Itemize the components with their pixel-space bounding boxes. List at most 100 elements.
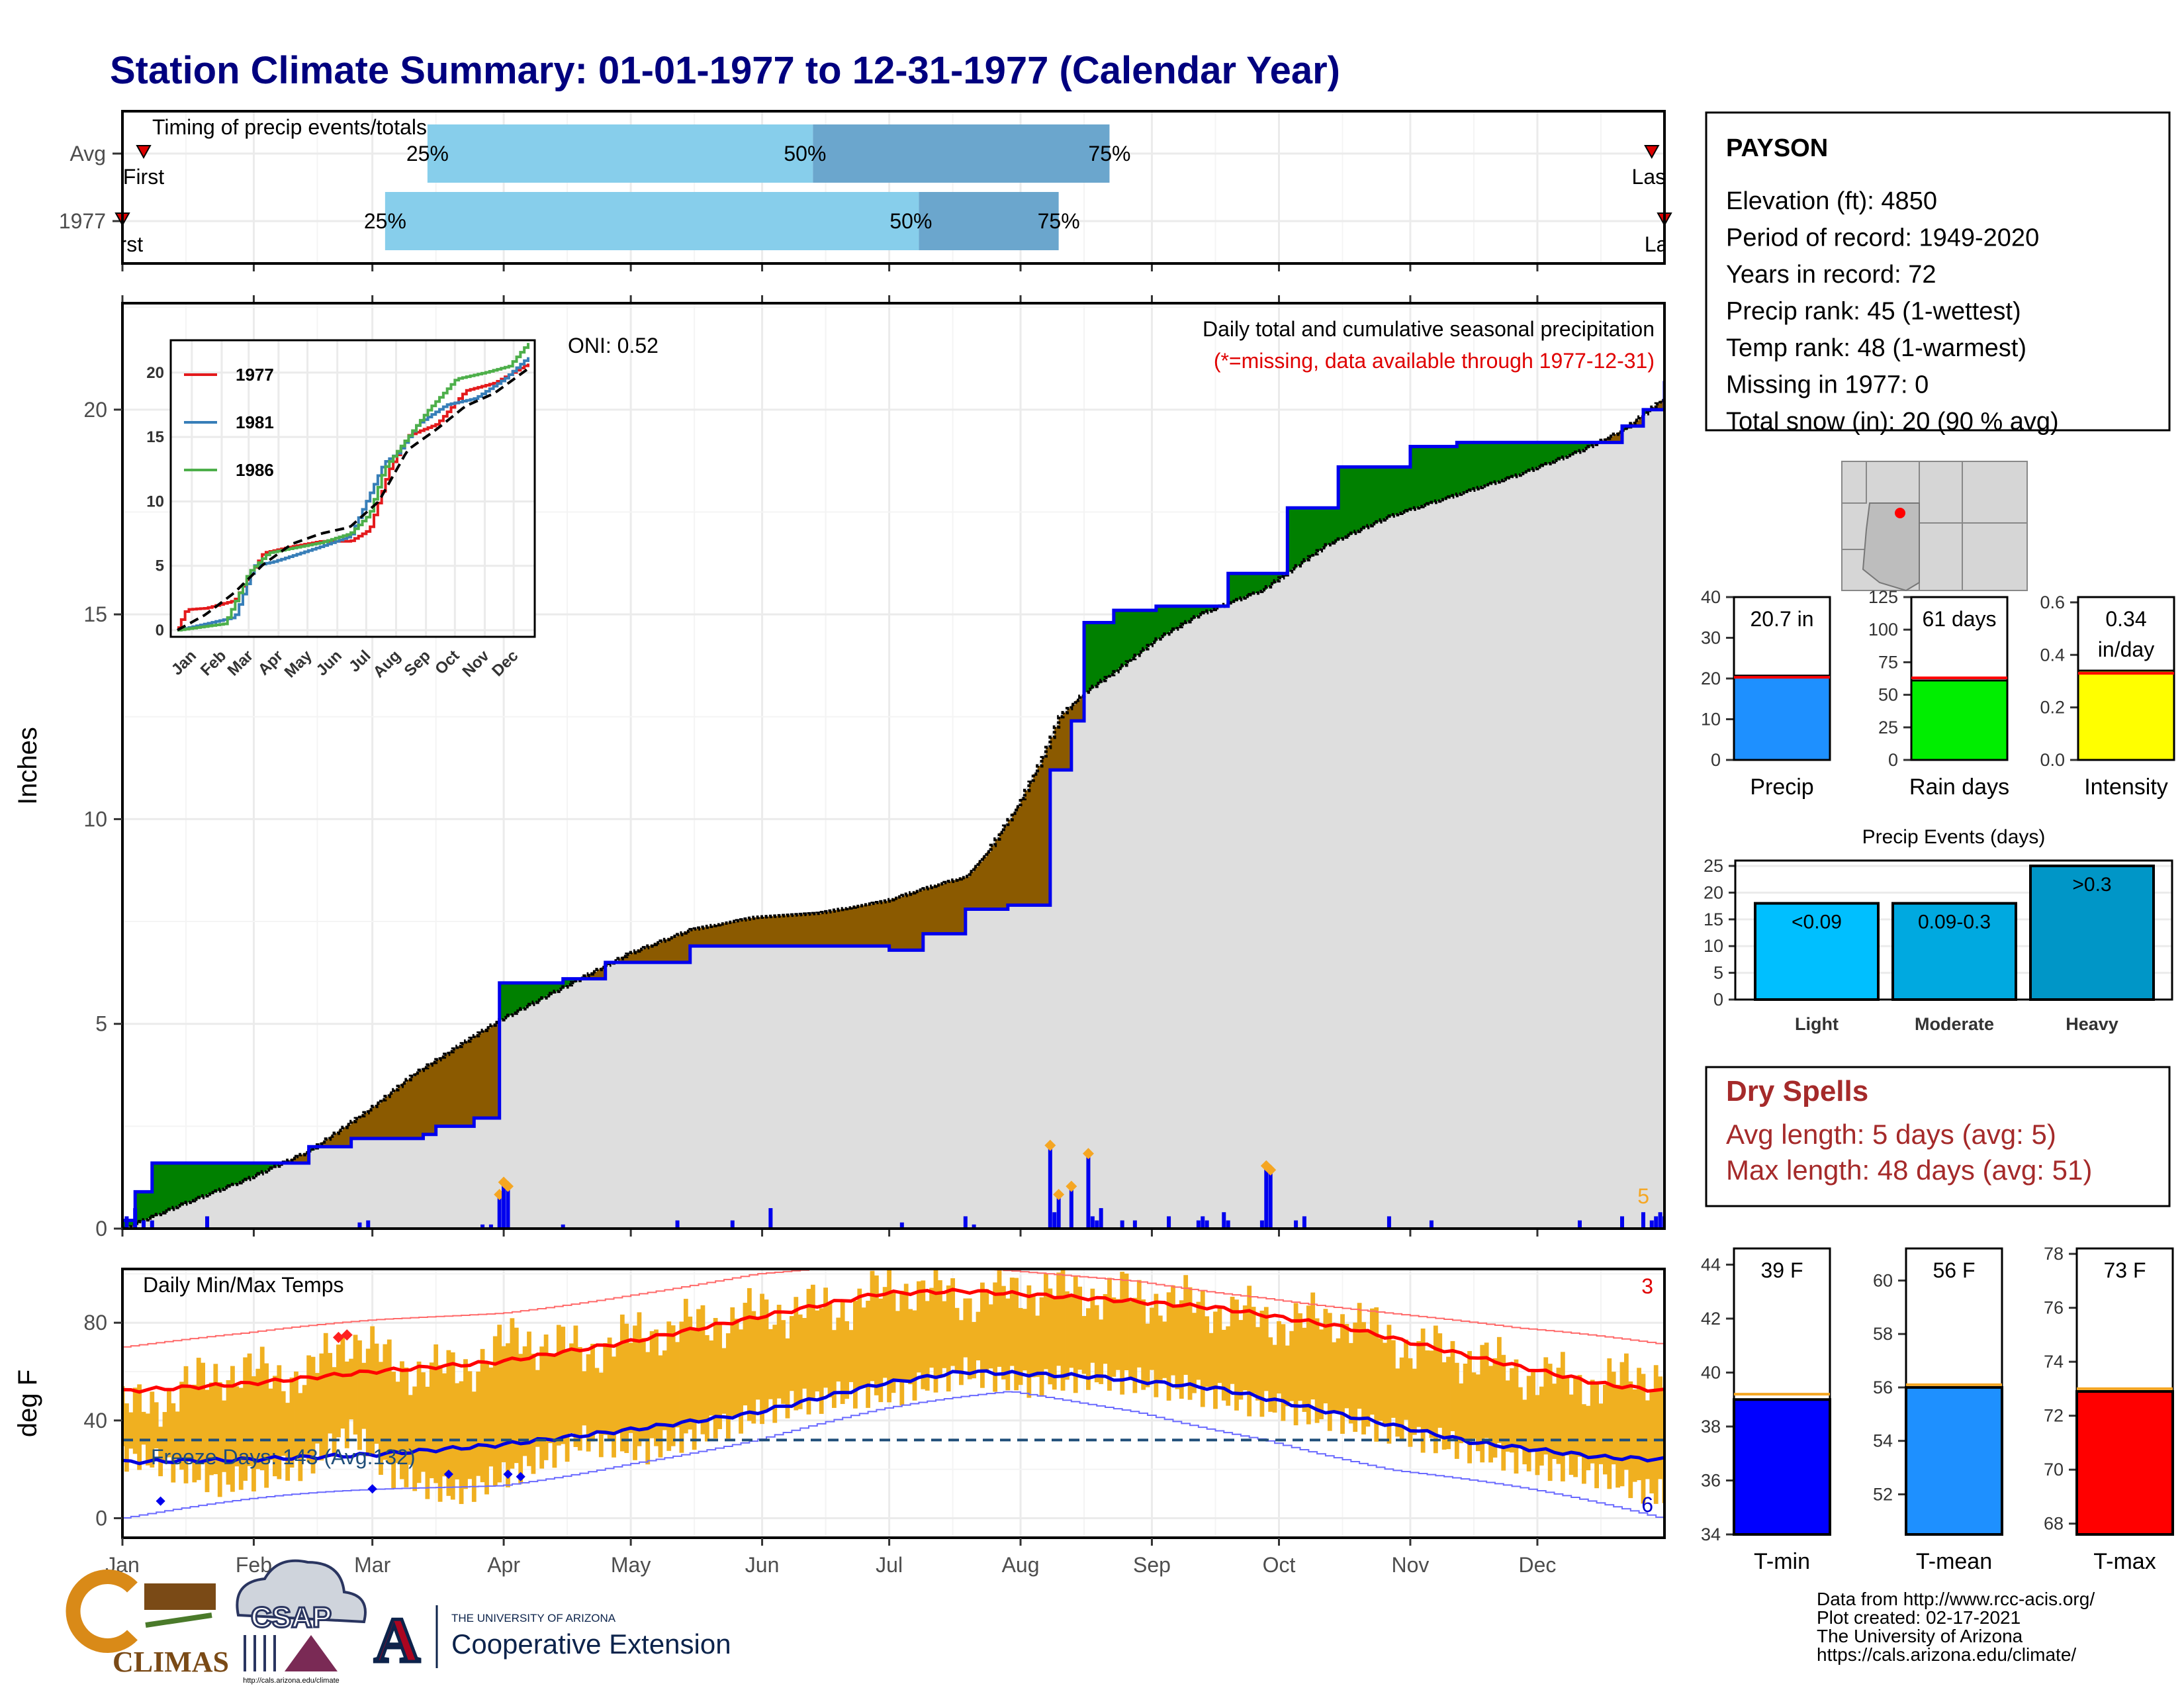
daily-temp-bar (124, 1403, 129, 1472)
daily-temp-bar (891, 1292, 896, 1393)
daily-precip-bar (1259, 1220, 1264, 1229)
precip-ytick-label: 0 (95, 1217, 107, 1241)
daily-temp-bar (1217, 1305, 1222, 1383)
daily-temp-bar (137, 1384, 142, 1470)
daily-temp-bar (1441, 1362, 1447, 1450)
temp-corner-bottom: 6 (1641, 1493, 1653, 1517)
daily-temp-bar (1281, 1324, 1286, 1421)
daily-temp-bar (1175, 1307, 1180, 1389)
daily-temp-bar (1577, 1375, 1582, 1457)
temp-summary-bar-T-mean (1905, 1385, 2003, 1536)
events-bar-label: <0.09 (1792, 912, 1842, 933)
daily-temp-bar (328, 1352, 333, 1434)
daily-temp-bar (344, 1361, 349, 1448)
temp-summary-ytick-label: 74 (2044, 1352, 2064, 1372)
precip-ytick-label: 10 (83, 807, 107, 831)
daily-temp-bar (899, 1290, 905, 1406)
temp-summary-ytick-label: 56 (1873, 1378, 1893, 1397)
daily-temp-bar (1179, 1300, 1184, 1399)
summary-bar-Precip (1733, 675, 1831, 761)
daily-precip-bar (1167, 1216, 1171, 1229)
summary-ytick-label: 100 (1868, 620, 1898, 639)
daily-temp-bar (1259, 1310, 1265, 1417)
daily-temp-bar (442, 1373, 447, 1477)
daily-temp-bar (988, 1304, 993, 1369)
daily-temp-bar (379, 1362, 383, 1475)
daily-temp-bar (1547, 1364, 1553, 1481)
station-info-line: Total snow (in): 20 (90 % avg) (1726, 408, 2059, 436)
daily-temp-bar (1433, 1325, 1438, 1454)
summary-ytick-label: 10 (1701, 710, 1721, 729)
daily-precip-bar (1429, 1220, 1433, 1229)
temp-summary-ytick-label: 34 (1701, 1524, 1721, 1544)
daily-precip-bar (1132, 1220, 1137, 1229)
daily-precip-bar (1577, 1220, 1582, 1229)
last-event-marker (1644, 145, 1660, 160)
daily-temp-bar (1514, 1359, 1519, 1474)
daily-temp-bar (1205, 1316, 1210, 1387)
daily-temp-bar (1522, 1399, 1527, 1465)
temp-label: Daily Min/Max Temps (143, 1273, 343, 1297)
timing-p75-label: 75% (1038, 209, 1080, 233)
daily-temp-bar (255, 1368, 261, 1470)
temp-summary-ytick-label: 78 (2044, 1244, 2064, 1264)
daily-temp-bar (1454, 1362, 1459, 1459)
temp-summary-bar-T-max (2075, 1390, 2174, 1536)
daily-temp-bar (696, 1309, 701, 1423)
ua-block-a: A (374, 1605, 420, 1675)
daily-temp-bar (1230, 1296, 1235, 1384)
daily-temp-bar (802, 1317, 807, 1389)
ua-big-text: Cooperative Extension (451, 1628, 731, 1660)
month-label: Apr (487, 1553, 520, 1577)
daily-temp-bar (1128, 1301, 1133, 1380)
temp-ytick-label: 40 (83, 1409, 107, 1432)
events-ytick-label: 0 (1713, 990, 1723, 1009)
daily-temp-bar (361, 1362, 367, 1429)
month-label: Nov (1391, 1553, 1429, 1577)
station-info-line: Missing in 1977: 0 (1726, 371, 1929, 399)
daily-temp-bar (1099, 1319, 1104, 1384)
daily-temp-bar (310, 1356, 316, 1474)
daily-precip-bar (1654, 1216, 1659, 1229)
record-low-line (122, 1391, 1664, 1520)
daily-temp-bar (349, 1358, 354, 1420)
daily-temp-bar (1162, 1321, 1167, 1378)
daily-temp-bar (425, 1386, 430, 1499)
daily-temp-bar (997, 1269, 1002, 1367)
precip-ylabel: Inches (13, 727, 42, 805)
footer-credit-line: The University of Arizona (1817, 1626, 2023, 1646)
temp-summary-ytick-label: 44 (1701, 1254, 1721, 1274)
daily-temp-bar (607, 1337, 612, 1441)
daily-temp-bar (213, 1364, 218, 1474)
first-event-label: First (102, 232, 143, 256)
daily-temp-bar (543, 1335, 549, 1460)
daily-temp-bar (1569, 1394, 1574, 1475)
daily-temp-bar (1115, 1299, 1120, 1370)
daily-precip-bar (1294, 1220, 1298, 1229)
daily-temp-bar (365, 1348, 371, 1456)
summary-value-label-2: in/day (2098, 637, 2154, 661)
daily-temp-bar (264, 1363, 269, 1488)
daily-temp-bar (306, 1355, 312, 1462)
daily-temp-bar (1132, 1297, 1138, 1393)
daily-precip-bar (142, 1220, 146, 1229)
temp-ytick-label: 0 (95, 1506, 107, 1530)
daily-temp-bar (717, 1325, 722, 1429)
daily-temp-bar (1044, 1274, 1048, 1370)
inset-ytick-label: 10 (146, 492, 164, 510)
daily-temp-bar (1425, 1350, 1430, 1430)
daily-temp-bar (1251, 1307, 1256, 1394)
daily-precip-bar (1120, 1220, 1124, 1229)
month-label: Oct (1263, 1553, 1296, 1577)
dry-spells-title: Dry Spells (1726, 1075, 1868, 1107)
daily-precip-bar (1196, 1220, 1201, 1229)
daily-temp-bar (552, 1354, 557, 1468)
daily-temp-bar (954, 1307, 960, 1373)
summary-bar-name: Rain days (1909, 774, 2009, 800)
daily-temp-bar (1213, 1311, 1218, 1409)
daily-temp-bar (1383, 1342, 1387, 1425)
first-event-marker (136, 145, 152, 160)
daily-temp-bar (654, 1329, 659, 1446)
daily-temp-bar (615, 1343, 621, 1432)
daily-temp-bar (1192, 1313, 1197, 1393)
